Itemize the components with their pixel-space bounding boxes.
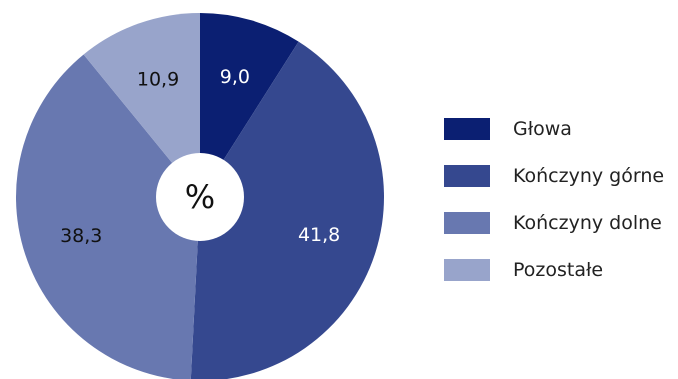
legend-label-pozostale: Pozostałe <box>513 259 603 281</box>
legend-label-konczyny-gorne: Kończyny górne <box>513 165 664 187</box>
slice-value-label-konczyny-dolne: 38,3 <box>60 225 102 247</box>
legend-swatch-glowa <box>444 118 490 140</box>
pie-slice-labels: 9,0 41,8 38,3 10,9 <box>60 66 340 247</box>
legend-item-konczyny-gorne: Kończyny górne <box>444 165 664 187</box>
pie-slice-konczyny-dolne <box>16 54 200 379</box>
legend-item-konczyny-dolne: Kończyny dolne <box>444 212 662 234</box>
legend-swatch-konczyny-dolne <box>444 212 490 234</box>
pie-slices <box>16 13 384 379</box>
legend-label-glowa: Głowa <box>513 118 572 140</box>
pie-slice-glowa <box>200 13 299 197</box>
center-hole <box>156 153 244 241</box>
slice-value-label-pozostale: 10,9 <box>137 68 179 90</box>
legend-item-pozostale: Pozostałe <box>444 259 603 281</box>
legend-label-konczyny-dolne: Kończyny dolne <box>513 212 662 234</box>
center-label: % <box>185 178 215 216</box>
slice-value-label-glowa: 9,0 <box>220 66 250 88</box>
pie-slice-konczyny-gorne <box>190 41 384 379</box>
legend: Głowa Kończyny górne Kończyny dolne Pozosta… <box>444 118 664 281</box>
slice-value-label-konczyny-gorne: 41,8 <box>298 224 340 246</box>
pie-slice-pozostale <box>83 13 200 197</box>
legend-swatch-pozostale <box>444 259 490 281</box>
legend-swatch-konczyny-gorne <box>444 165 490 187</box>
legend-item-glowa: Głowa <box>444 118 572 140</box>
